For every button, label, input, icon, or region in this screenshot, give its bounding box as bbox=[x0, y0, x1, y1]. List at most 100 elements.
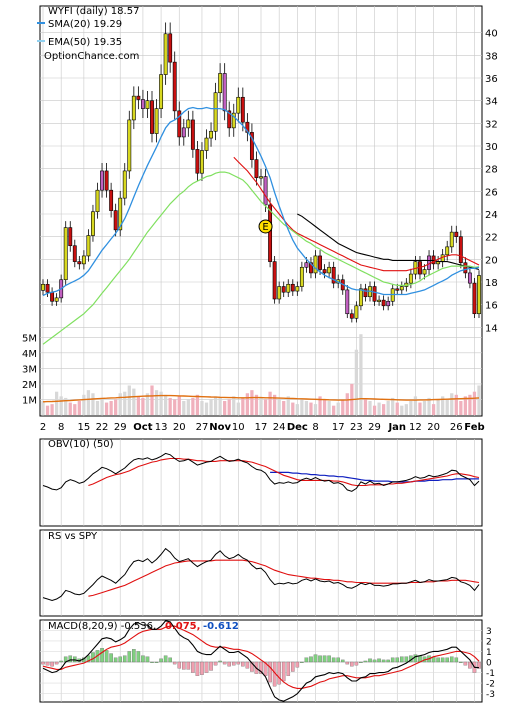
macd-histogram-bar bbox=[59, 660, 63, 663]
macd-histogram-bar bbox=[331, 657, 336, 663]
macd-histogram-bar bbox=[463, 661, 468, 666]
macd-histogram-bar bbox=[413, 654, 418, 663]
price-tick-label: 16 bbox=[485, 301, 498, 312]
candle-body bbox=[309, 262, 313, 274]
candle-body bbox=[136, 95, 141, 100]
macd-histogram-bar bbox=[390, 657, 395, 663]
x-tick-label: 29 bbox=[368, 422, 381, 433]
price-tick-label: 38 bbox=[485, 51, 498, 62]
volume-bar bbox=[454, 394, 458, 415]
price-tick-label: 24 bbox=[485, 210, 498, 221]
macd-histogram-bar bbox=[122, 655, 127, 663]
candle-body bbox=[327, 266, 332, 274]
candle-body bbox=[408, 273, 413, 284]
x-tick-label: Oct bbox=[133, 422, 152, 433]
candle-body bbox=[322, 269, 327, 274]
volume-bar bbox=[136, 396, 141, 415]
x-tick-label: 17 bbox=[332, 422, 345, 433]
volume-bar bbox=[64, 397, 68, 415]
macd-histogram-bar bbox=[163, 655, 168, 663]
macd-tick-label: -3 bbox=[486, 690, 495, 700]
volume-bar bbox=[132, 388, 136, 415]
macd-histogram-bar bbox=[104, 650, 109, 663]
candle-body bbox=[172, 61, 177, 112]
sma-legend-swatch bbox=[37, 22, 45, 24]
macd-histogram-bar bbox=[154, 661, 159, 663]
macd-histogram-bar bbox=[91, 652, 95, 663]
macd-histogram-bar bbox=[200, 661, 204, 675]
volume-bar bbox=[404, 404, 408, 415]
volume-bar bbox=[259, 397, 263, 415]
candle-body bbox=[345, 289, 350, 315]
candle-body bbox=[395, 288, 400, 291]
volume-bar bbox=[381, 404, 386, 415]
macd-histogram-bar bbox=[322, 655, 327, 663]
candle-body bbox=[259, 176, 263, 179]
volume-bar bbox=[218, 397, 222, 415]
candle-body bbox=[131, 95, 136, 121]
price-tick-label: 34 bbox=[485, 97, 498, 108]
candle-body bbox=[449, 231, 454, 248]
volume-bar bbox=[409, 401, 413, 415]
macd-histogram-bar bbox=[295, 661, 300, 668]
price-tick-label: 32 bbox=[485, 119, 498, 130]
macd-histogram-bar bbox=[191, 661, 195, 673]
volume-bar bbox=[277, 399, 281, 415]
volume-bar bbox=[73, 404, 77, 415]
rs-average-line bbox=[88, 559, 480, 597]
macd-histogram-bar bbox=[354, 661, 359, 666]
macd-histogram-bar bbox=[141, 655, 145, 663]
macd-histogram-bar bbox=[168, 657, 172, 663]
candle-body bbox=[363, 288, 368, 298]
macd-tick-label: -1 bbox=[486, 669, 495, 679]
macd-histogram-bar bbox=[263, 661, 268, 676]
candle-body bbox=[304, 262, 309, 268]
volume-bar bbox=[118, 393, 122, 415]
candle-body bbox=[263, 176, 268, 206]
candle-body bbox=[104, 170, 109, 191]
macd-histogram-bar bbox=[245, 661, 250, 669]
candle-body bbox=[100, 170, 104, 191]
macd-histogram-bar bbox=[150, 661, 154, 663]
macd-histogram-bar bbox=[386, 659, 390, 663]
macd-histogram-bar bbox=[259, 661, 263, 674]
x-tick-label: 13 bbox=[155, 422, 168, 433]
volume-bar bbox=[332, 405, 336, 415]
price-tick-label: 40 bbox=[485, 29, 498, 40]
price-tick-label: 30 bbox=[485, 142, 498, 153]
volume-bar bbox=[91, 393, 95, 415]
macd-histogram-bar bbox=[454, 657, 459, 663]
candle-body bbox=[41, 283, 45, 291]
macd-histogram-bar bbox=[395, 657, 400, 663]
macd-histogram-bar bbox=[377, 658, 381, 663]
macd-histogram-bar bbox=[291, 661, 295, 672]
candle-body bbox=[168, 33, 173, 63]
candle-body bbox=[290, 283, 295, 292]
x-tick-label: Nov bbox=[209, 422, 231, 433]
macd-histogram-bar bbox=[113, 657, 118, 663]
macd-histogram-bar bbox=[372, 659, 377, 663]
rs-title: RS vs SPY bbox=[48, 531, 98, 542]
candle-body bbox=[77, 261, 82, 265]
macd-histogram-bar bbox=[127, 651, 132, 663]
volume-bar bbox=[463, 396, 468, 415]
candle-body bbox=[281, 286, 286, 293]
macd-histogram-bar bbox=[227, 661, 231, 667]
macd-histogram-bar bbox=[68, 655, 73, 663]
macd-histogram-bar bbox=[109, 653, 113, 663]
price-tick-label: 22 bbox=[485, 233, 498, 244]
candle-body bbox=[81, 255, 86, 265]
macd-tick-label: -2 bbox=[486, 680, 495, 690]
volume-bar bbox=[318, 396, 322, 415]
macd-histogram-bar bbox=[336, 657, 340, 663]
macd-histogram-bar bbox=[209, 661, 213, 671]
macd-tick-label: 3 bbox=[486, 627, 492, 637]
candle-body bbox=[422, 269, 427, 275]
candle-body bbox=[377, 299, 382, 302]
candle-body bbox=[227, 110, 232, 129]
volume-bar bbox=[431, 404, 436, 415]
macd-histogram-bar bbox=[368, 658, 372, 663]
volume-bar bbox=[336, 402, 340, 415]
macd-tick-label: 0 bbox=[486, 659, 492, 669]
candle-body bbox=[254, 159, 259, 179]
